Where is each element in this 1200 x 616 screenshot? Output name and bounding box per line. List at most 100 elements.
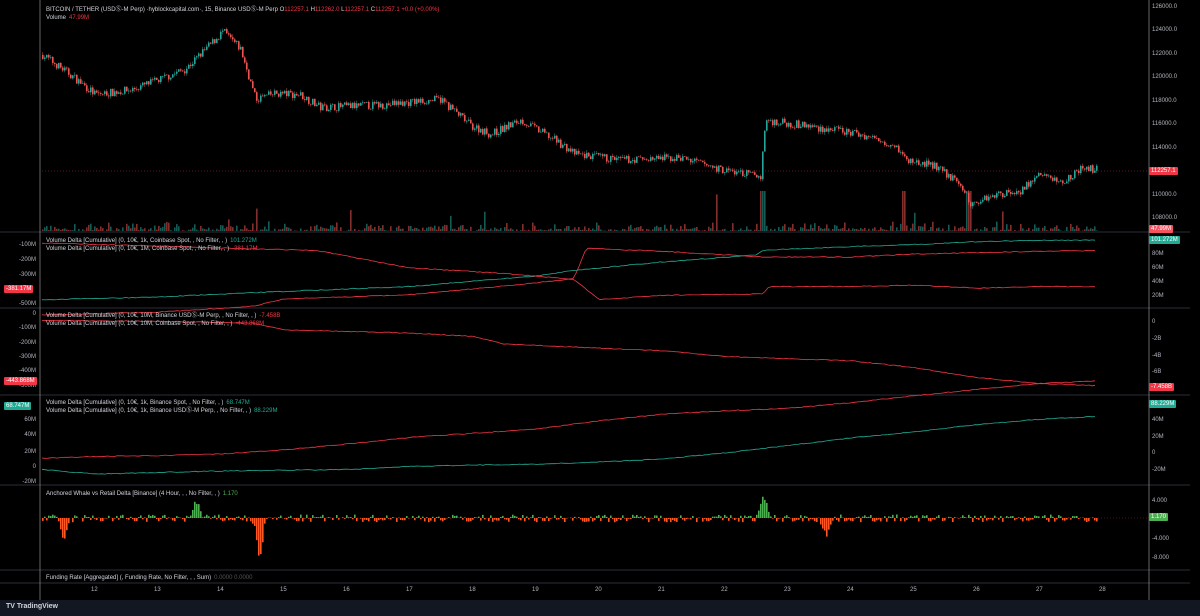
volume-bar <box>494 227 496 231</box>
candle <box>1030 180 1032 187</box>
volume-bar <box>636 227 638 231</box>
candle <box>386 103 388 109</box>
histogram-bar <box>682 518 684 520</box>
candle <box>842 128 844 133</box>
histogram-bar <box>728 518 730 521</box>
volume-bar <box>358 230 360 231</box>
volume-bar <box>94 226 96 231</box>
histogram-bar <box>1028 518 1030 521</box>
volume-bar <box>372 228 374 231</box>
histogram-bar <box>1092 517 1094 518</box>
histogram-bar <box>770 516 772 518</box>
volume-bar <box>92 230 94 231</box>
candle <box>896 145 898 148</box>
histogram-bar <box>932 518 934 520</box>
candle <box>692 161 694 163</box>
vd2-left-tick: 0 <box>32 311 36 317</box>
candle <box>544 128 546 133</box>
vd1-legend-b[interactable]: Volume Delta [Cumulative] (0, 10€, 1M, C… <box>46 245 257 253</box>
volume-bar <box>64 228 66 231</box>
candle <box>514 120 516 123</box>
candle <box>48 55 50 58</box>
volume-bar <box>204 229 206 231</box>
volume-bar <box>390 226 392 231</box>
whale-legend[interactable]: Anchored Whale vs Retail Delta [Binance]… <box>46 490 238 498</box>
histogram-bar <box>216 518 218 520</box>
volume-bar <box>702 230 704 231</box>
candle <box>320 102 322 111</box>
histogram-bar <box>332 518 334 521</box>
vd3-legend-b[interactable]: Volume Delta [Cumulative] (0, 10€, 1k, B… <box>46 407 277 415</box>
histogram-bar <box>1036 515 1038 518</box>
histogram-bar <box>238 516 240 518</box>
candle <box>1076 170 1078 171</box>
vd1-legend-a[interactable]: Volume Delta [Cumulative] (0, 10€, 1k, C… <box>46 237 257 245</box>
candle <box>342 104 344 107</box>
volume-bar <box>680 226 682 231</box>
volume-bar <box>378 225 380 231</box>
volume-bar <box>664 224 666 231</box>
histogram-bar <box>862 516 864 518</box>
tradingview-logo[interactable]: TV TradingView <box>6 603 58 610</box>
volume-bar <box>520 230 522 231</box>
vd3-legend-a[interactable]: Volume Delta [Cumulative] (0, 10€, 1k, B… <box>46 399 250 407</box>
volume-bar <box>1042 227 1044 231</box>
close-value: 112257.1 <box>375 7 400 13</box>
candle <box>448 102 450 110</box>
candle <box>408 102 410 106</box>
candle <box>350 103 352 108</box>
volume-label[interactable]: Volume <box>46 15 67 21</box>
volume-bar <box>72 230 74 231</box>
histogram-bar <box>318 517 320 518</box>
volume-bar <box>138 230 140 231</box>
candle <box>874 135 876 138</box>
vd2-legend-b[interactable]: Volume Delta [Cumulative] (0, 10€, 10M, … <box>46 320 264 328</box>
volume-bar <box>762 191 764 231</box>
candle <box>330 104 332 110</box>
candle <box>428 99 430 104</box>
volume-bar <box>1072 226 1074 231</box>
candle <box>470 119 472 124</box>
histogram-bar <box>126 518 128 520</box>
histogram-bar <box>740 515 742 518</box>
candle <box>464 115 466 122</box>
histogram-bar <box>478 516 480 518</box>
candle <box>302 92 304 100</box>
histogram-bar <box>950 517 952 518</box>
volume-bar <box>116 228 118 231</box>
vd3-right-tick: 20M <box>1152 434 1164 440</box>
histogram-bar <box>968 514 970 518</box>
histogram-bar <box>298 518 300 521</box>
candle <box>164 74 166 76</box>
histogram-bar <box>1084 518 1086 521</box>
funding-legend[interactable]: Funding Rate [Aggregated] (, Funding Rat… <box>46 574 252 582</box>
volume-bar <box>548 229 550 231</box>
volume-bar <box>476 230 478 231</box>
volume-bar <box>692 228 694 231</box>
candle <box>948 174 950 178</box>
volume-bar <box>710 228 712 231</box>
candle <box>548 132 550 139</box>
histogram-bar <box>540 517 542 518</box>
candle <box>434 95 436 102</box>
histogram-bar <box>460 516 462 518</box>
candle <box>866 136 868 140</box>
volume-bar <box>108 222 110 231</box>
high-label: H <box>310 7 315 13</box>
volume-bar <box>314 226 316 231</box>
volume-bar <box>1020 223 1022 231</box>
histogram-bar <box>892 514 894 518</box>
symbol-title[interactable]: BITCOIN / TETHER (USDⓈ-M Perp) ·hyblockc… <box>46 7 278 13</box>
candle <box>644 159 646 161</box>
candle <box>686 156 688 160</box>
volume-bar <box>110 226 112 231</box>
vd2-legend-a[interactable]: Volume Delta [Cumulative] (0, 10€, 10M, … <box>46 312 280 320</box>
volume-bar <box>984 226 986 231</box>
candle <box>346 102 348 106</box>
candle <box>788 122 790 127</box>
candle <box>596 153 598 154</box>
candle <box>654 158 656 160</box>
histogram-bar <box>494 518 496 520</box>
volume-bar <box>568 225 570 231</box>
